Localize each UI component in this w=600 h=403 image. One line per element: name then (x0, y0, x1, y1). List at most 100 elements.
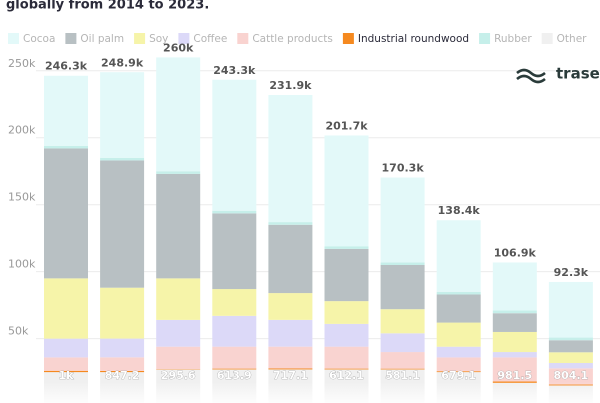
bar-segment (212, 79, 257, 211)
bar-segment (44, 278, 88, 339)
bar-segment (156, 278, 201, 320)
bar-segment (212, 289, 257, 316)
value-label: 1k (59, 369, 75, 382)
legend-swatch (479, 33, 491, 44)
bar-segment (324, 346, 369, 369)
legend-label: Cocoa (23, 33, 55, 45)
legend-label: Industrial roundwood (358, 33, 469, 45)
total-label: 231.9k (269, 79, 312, 92)
bar-segment (324, 301, 369, 324)
bar-segment (380, 309, 425, 334)
bar-segment (436, 220, 481, 292)
bar-segment (548, 368, 593, 385)
bar-segment (492, 310, 537, 314)
bar-segment (380, 177, 425, 263)
bar-segment (100, 160, 145, 288)
legend-swatch (342, 33, 354, 44)
total-label: 170.3k (382, 162, 425, 175)
bar-segment (44, 148, 88, 279)
bar-segment (380, 352, 425, 369)
legend-label: Soy (149, 33, 168, 45)
total-label: 92.3k (554, 266, 589, 279)
bar-segment (156, 346, 201, 370)
bar-segment (548, 281, 593, 338)
bar-segment (156, 173, 201, 279)
value-label: 295.6 (161, 369, 196, 382)
legend: Cocoa Oil palm Soy Coffee Cattle products Ind… (8, 33, 587, 45)
y-tick-label: 250k (8, 57, 36, 70)
legend-label: Cattle products (252, 33, 333, 45)
labels: 50k 100k 150k 200k 250k 1k 246.3k 847.2 248.9k 29… (8, 41, 589, 382)
chart-title: globally from 2014 to 2023. (6, 0, 209, 13)
legend-label: Other (557, 33, 587, 45)
bar-segment (268, 94, 313, 223)
bar-segment (44, 75, 88, 146)
bar-segment (380, 368, 425, 370)
bar-segment (380, 333, 425, 353)
bar-segment (212, 315, 257, 347)
bar-segment (268, 222, 313, 225)
bar-segment (44, 338, 88, 358)
y-tick-label: 100k (8, 258, 36, 271)
bar-segment (492, 313, 537, 332)
bar-segment (156, 171, 201, 174)
bar-segment (44, 145, 88, 149)
bar-segment (324, 246, 369, 249)
bar-segment (156, 319, 201, 347)
bar-segment (100, 72, 145, 158)
total-label: 246.3k (45, 60, 88, 73)
legend-label: Oil palm (80, 33, 124, 45)
logo: trase (516, 65, 600, 84)
total-label: 248.9k (101, 56, 144, 69)
bar-segment (156, 57, 201, 172)
total-label: 138.4k (438, 204, 481, 217)
bar-segment (436, 371, 481, 373)
bar-segment (268, 319, 313, 347)
total-label: 260k (163, 41, 194, 54)
bar-segment (100, 370, 145, 373)
total-label: 106.9k (494, 246, 537, 259)
bar-segment (492, 357, 537, 382)
bar-segment (548, 337, 593, 341)
bar-segment (324, 248, 369, 302)
bar-segment (492, 331, 537, 353)
bar-segment (492, 262, 537, 311)
value-label: 612.1 (329, 369, 364, 382)
legend-label: Rubber (494, 33, 532, 45)
bar-segment (100, 357, 145, 371)
legend-swatch (134, 33, 146, 44)
bar-segment (436, 322, 481, 347)
bar-segment (44, 370, 88, 373)
y-tick-label: 150k (8, 191, 36, 204)
value-label: 804.1 (554, 369, 589, 382)
bar-segment (548, 340, 593, 353)
bar-segment (212, 210, 257, 214)
bar-segment (100, 287, 145, 339)
bar-segment (212, 346, 257, 369)
bar-segment (380, 262, 425, 266)
bar-segment (268, 293, 313, 320)
value-label: 717.1 (273, 369, 308, 382)
bar-segment (268, 346, 313, 369)
y-tick-label: 50k (8, 325, 29, 338)
bar-segment (100, 338, 145, 358)
bar-segment (492, 352, 537, 358)
value-label: 679.1 (441, 369, 476, 382)
fade (0, 382, 600, 403)
plot (36, 57, 600, 403)
bar-segment (548, 363, 593, 369)
bar-segment (324, 135, 369, 247)
legend-swatch (237, 33, 249, 44)
y-tick-label: 200k (8, 124, 36, 137)
logo-text: trase (556, 65, 600, 83)
bar-segment (268, 368, 313, 370)
legend-label: Coffee (193, 33, 227, 45)
legend-swatch (65, 33, 77, 44)
value-label: 613.9 (217, 369, 252, 382)
bar-segment (436, 346, 481, 358)
bar-segment (44, 357, 88, 371)
value-label: 981.5 (497, 369, 532, 382)
bar-segment (212, 213, 257, 290)
total-label: 243.3k (213, 64, 256, 77)
